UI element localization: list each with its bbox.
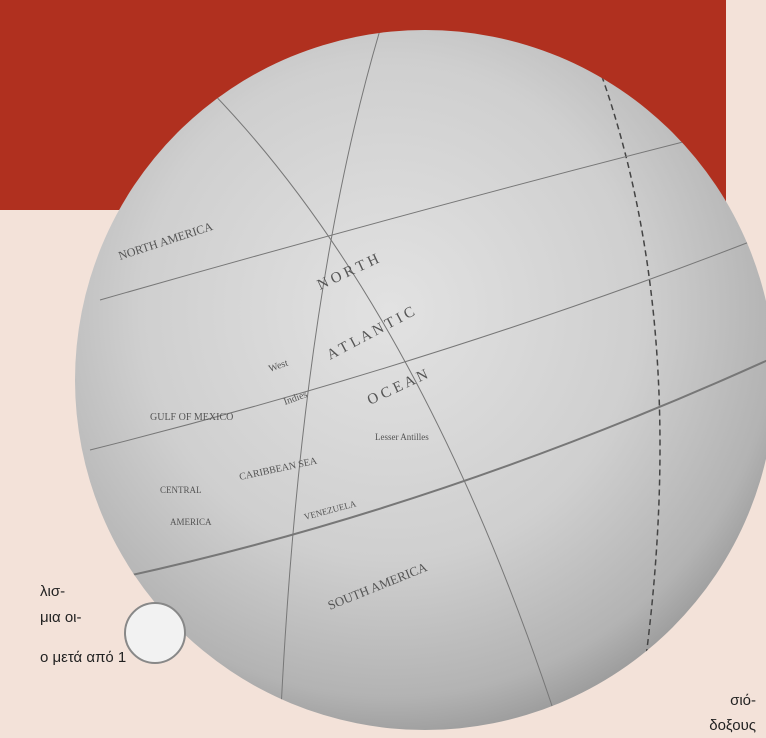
equator — [75, 349, 766, 591]
meridian — [579, 30, 661, 701]
meridian — [199, 79, 561, 730]
parallel — [99, 119, 766, 301]
map-label: AMERICA — [170, 517, 212, 527]
globe-badge — [124, 602, 186, 664]
map-label: CENTRAL — [160, 485, 202, 495]
text-line: ο μετά από 1 — [40, 649, 126, 666]
map-label: Lesser Antilles — [375, 432, 429, 442]
text-line: λισ- — [40, 583, 65, 600]
text-line: μια οι- — [40, 609, 81, 626]
parallel — [89, 229, 766, 451]
globe — [75, 30, 766, 730]
body-text: λισ- μια οι- ο μετά από 1 σιό- δοξους — [40, 583, 756, 734]
meridian — [279, 30, 381, 730]
map-label: GULF OF MEXICO — [150, 412, 233, 423]
text-line: σιό- — [730, 692, 756, 709]
text-line: δοξους — [709, 717, 756, 734]
globe-lines — [75, 30, 766, 730]
